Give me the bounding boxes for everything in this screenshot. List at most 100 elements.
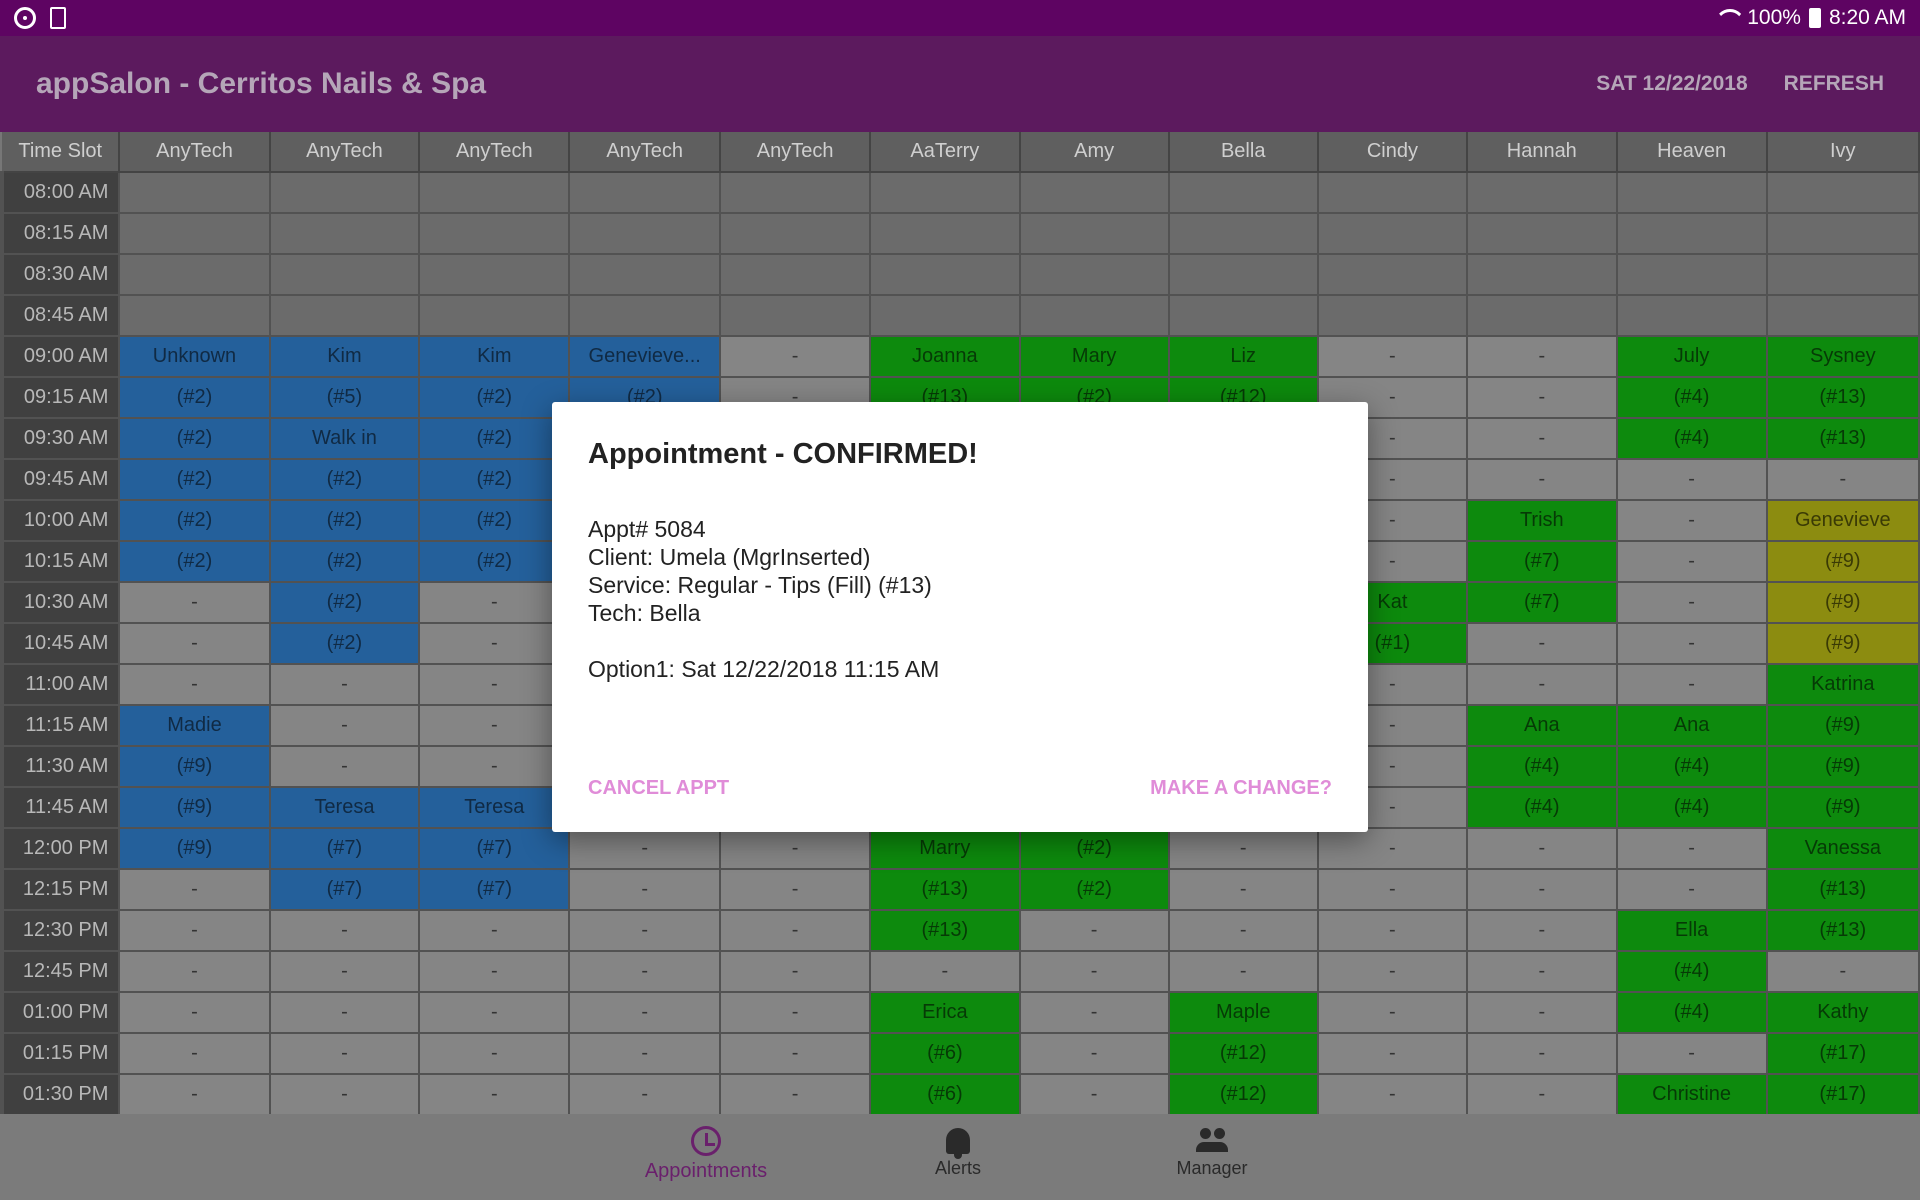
appointment-cell[interactable] xyxy=(569,172,722,214)
appointment-cell[interactable] xyxy=(1616,172,1768,214)
appointment-cell[interactable]: - xyxy=(1466,623,1618,665)
appointment-cell[interactable]: Teresa xyxy=(419,787,571,829)
appointment-cell[interactable]: (#6) xyxy=(870,1033,1021,1075)
appointment-cell[interactable]: - xyxy=(119,869,271,911)
appointment-cell[interactable] xyxy=(1616,254,1768,296)
appointment-cell[interactable]: (#2) xyxy=(269,500,421,542)
appointment-cell[interactable] xyxy=(1317,295,1468,337)
appointment-cell[interactable]: - xyxy=(1616,1033,1768,1075)
appointment-cell[interactable]: (#4) xyxy=(1616,418,1768,460)
nav-manager[interactable]: Manager xyxy=(1112,1126,1312,1179)
appointment-cell[interactable] xyxy=(1168,254,1319,296)
appointment-cell[interactable]: Kathy xyxy=(1766,992,1920,1034)
appointment-cell[interactable]: (#4) xyxy=(1466,787,1618,829)
appointment-cell[interactable]: (#4) xyxy=(1466,746,1618,788)
appointment-cell[interactable] xyxy=(1019,213,1170,255)
appointment-cell[interactable] xyxy=(419,172,571,214)
appointment-cell[interactable]: (#2) xyxy=(269,541,421,583)
appointment-cell[interactable] xyxy=(1317,213,1468,255)
appointment-cell[interactable] xyxy=(1766,213,1920,255)
appointment-cell[interactable]: (#9) xyxy=(1766,705,1920,747)
appointment-cell[interactable]: - xyxy=(419,992,571,1034)
appointment-cell[interactable]: - xyxy=(419,582,571,624)
appointment-cell[interactable]: - xyxy=(1466,1033,1618,1075)
appointment-cell[interactable]: - xyxy=(1466,459,1618,501)
appointment-cell[interactable]: - xyxy=(720,1033,872,1075)
appointment-cell[interactable]: (#7) xyxy=(269,869,421,911)
appointment-cell[interactable]: (#13) xyxy=(1766,418,1920,460)
appointment-cell[interactable]: - xyxy=(720,869,872,911)
appointment-cell[interactable]: (#4) xyxy=(1616,992,1768,1034)
appointment-cell[interactable]: (#13) xyxy=(870,910,1021,952)
refresh-button[interactable]: REFRESH xyxy=(1783,72,1884,95)
appointment-cell[interactable]: - xyxy=(1019,910,1170,952)
appointment-cell[interactable]: - xyxy=(1766,951,1920,993)
appointment-cell[interactable] xyxy=(1317,172,1468,214)
appointment-cell[interactable]: - xyxy=(269,992,421,1034)
appointment-cell[interactable]: - xyxy=(419,623,571,665)
appointment-cell[interactable]: - xyxy=(119,623,271,665)
appointment-cell[interactable]: (#2) xyxy=(1019,828,1170,870)
appointment-cell[interactable] xyxy=(1766,295,1920,337)
appointment-cell[interactable]: - xyxy=(1168,828,1319,870)
appointment-cell[interactable]: - xyxy=(1616,869,1768,911)
appointment-cell[interactable]: - xyxy=(1466,1074,1618,1116)
appointment-cell[interactable]: (#2) xyxy=(419,500,571,542)
appointment-cell[interactable]: (#13) xyxy=(1766,910,1920,952)
appointment-cell[interactable]: (#9) xyxy=(1766,541,1920,583)
appointment-cell[interactable]: - xyxy=(1466,910,1618,952)
appointment-cell[interactable]: Ana xyxy=(1466,705,1618,747)
appointment-cell[interactable]: - xyxy=(1317,951,1468,993)
appointment-cell[interactable]: - xyxy=(569,910,722,952)
appointment-cell[interactable]: (#9) xyxy=(1766,623,1920,665)
appointment-cell[interactable] xyxy=(1466,254,1618,296)
appointment-cell[interactable]: - xyxy=(269,705,421,747)
appointment-cell[interactable]: (#13) xyxy=(1766,377,1920,419)
appointment-cell[interactable]: - xyxy=(419,910,571,952)
appointment-cell[interactable]: (#9) xyxy=(119,787,271,829)
appointment-cell[interactable]: Christine xyxy=(1616,1074,1768,1116)
appointment-cell[interactable] xyxy=(119,254,271,296)
appointment-cell[interactable]: - xyxy=(569,1074,722,1116)
appointment-cell[interactable]: (#2) xyxy=(119,541,271,583)
appointment-cell[interactable] xyxy=(870,213,1021,255)
appointment-cell[interactable]: - xyxy=(1019,992,1170,1034)
appointment-cell[interactable]: - xyxy=(1466,828,1618,870)
appointment-cell[interactable] xyxy=(1019,254,1170,296)
appointment-cell[interactable]: (#2) xyxy=(419,459,571,501)
appointment-cell[interactable] xyxy=(720,213,872,255)
appointment-cell[interactable]: - xyxy=(1616,828,1768,870)
make-change-button[interactable]: MAKE A CHANGE? xyxy=(1150,777,1332,799)
appointment-cell[interactable]: Ella xyxy=(1616,910,1768,952)
appointment-cell[interactable]: (#2) xyxy=(1019,869,1170,911)
appointment-cell[interactable]: Liz xyxy=(1168,336,1319,378)
appointment-cell[interactable]: Mary xyxy=(1019,336,1170,378)
appointment-cell[interactable] xyxy=(1466,172,1618,214)
appointment-cell[interactable] xyxy=(870,254,1021,296)
appointment-cell[interactable]: (#4) xyxy=(1616,746,1768,788)
appointment-cell[interactable]: - xyxy=(1317,1074,1468,1116)
appointment-cell[interactable]: - xyxy=(1616,582,1768,624)
appointment-cell[interactable]: - xyxy=(119,1033,271,1075)
appointment-cell[interactable] xyxy=(720,295,872,337)
appointment-cell[interactable]: - xyxy=(1317,992,1468,1034)
appointment-cell[interactable]: Ana xyxy=(1616,705,1768,747)
appointment-cell[interactable]: - xyxy=(1466,951,1618,993)
appointment-cell[interactable]: - xyxy=(1466,664,1618,706)
appointment-cell[interactable]: - xyxy=(119,664,271,706)
appointment-cell[interactable]: (#7) xyxy=(1466,582,1618,624)
appointment-cell[interactable]: - xyxy=(119,582,271,624)
appointment-cell[interactable]: - xyxy=(720,951,872,993)
appointment-cell[interactable] xyxy=(569,295,722,337)
appointment-cell[interactable]: Maple xyxy=(1168,992,1319,1034)
appointment-cell[interactable] xyxy=(569,213,722,255)
appointment-cell[interactable]: Trish xyxy=(1466,500,1618,542)
date-selector[interactable]: SAT 12/22/2018 xyxy=(1596,72,1748,95)
appointment-cell[interactable]: Sysney xyxy=(1766,336,1920,378)
appointment-cell[interactable]: (#17) xyxy=(1766,1074,1920,1116)
appointment-cell[interactable] xyxy=(419,213,571,255)
appointment-cell[interactable]: Teresa xyxy=(269,787,421,829)
appointment-cell[interactable]: Madie xyxy=(119,705,271,747)
appointment-cell[interactable] xyxy=(870,295,1021,337)
appointment-cell[interactable] xyxy=(1168,295,1319,337)
